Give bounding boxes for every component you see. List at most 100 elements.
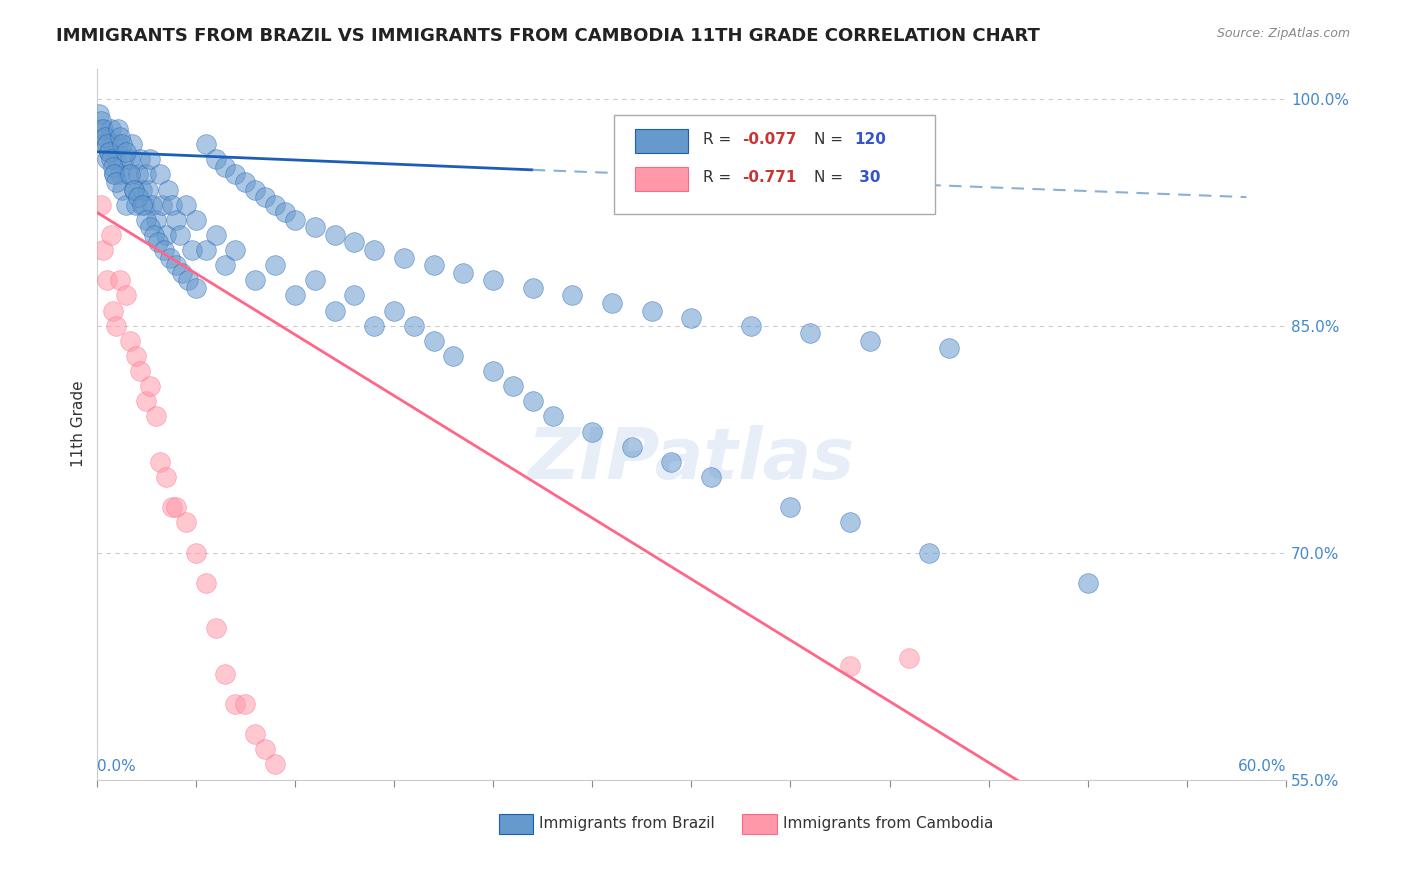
Point bbox=[1077, 575, 1099, 590]
Point bbox=[165, 500, 187, 515]
Point bbox=[214, 160, 236, 174]
Point bbox=[214, 666, 236, 681]
Point bbox=[135, 168, 157, 182]
Point bbox=[96, 273, 118, 287]
Point bbox=[323, 303, 346, 318]
Point bbox=[482, 273, 505, 287]
Point bbox=[105, 175, 128, 189]
Point bbox=[245, 273, 267, 287]
Point bbox=[149, 168, 172, 182]
Point bbox=[125, 349, 148, 363]
Point bbox=[323, 227, 346, 242]
Point bbox=[898, 651, 921, 665]
Point bbox=[149, 455, 172, 469]
Point bbox=[90, 114, 112, 128]
Point bbox=[402, 318, 425, 333]
Point bbox=[214, 258, 236, 272]
Point bbox=[145, 409, 167, 424]
Point bbox=[482, 364, 505, 378]
Point bbox=[120, 153, 142, 167]
Point bbox=[112, 153, 135, 167]
Point bbox=[422, 258, 444, 272]
Point bbox=[363, 318, 385, 333]
Point bbox=[134, 197, 156, 211]
Point bbox=[204, 227, 226, 242]
Point bbox=[90, 122, 112, 136]
Point bbox=[120, 334, 142, 348]
FancyBboxPatch shape bbox=[499, 814, 533, 834]
Point bbox=[343, 288, 366, 302]
Text: R =: R = bbox=[703, 169, 737, 185]
Point bbox=[363, 243, 385, 257]
FancyBboxPatch shape bbox=[742, 814, 778, 834]
Point bbox=[838, 659, 860, 673]
Point bbox=[184, 281, 207, 295]
Point bbox=[169, 227, 191, 242]
Text: 0.0%: 0.0% bbox=[97, 759, 135, 774]
Point bbox=[233, 175, 256, 189]
Point bbox=[620, 440, 643, 454]
Point bbox=[681, 311, 703, 326]
Point bbox=[139, 220, 162, 235]
Point bbox=[155, 470, 177, 484]
Point bbox=[838, 516, 860, 530]
Point bbox=[165, 258, 187, 272]
Point bbox=[101, 137, 124, 152]
Text: 60.0%: 60.0% bbox=[1237, 759, 1286, 774]
Text: R =: R = bbox=[703, 132, 737, 147]
Point bbox=[101, 160, 124, 174]
Point bbox=[91, 137, 114, 152]
Point bbox=[600, 296, 623, 310]
Point bbox=[274, 205, 297, 219]
Point bbox=[661, 455, 683, 469]
Point bbox=[180, 243, 202, 257]
Point bbox=[131, 197, 153, 211]
FancyBboxPatch shape bbox=[614, 115, 935, 214]
Point bbox=[96, 153, 118, 167]
Point bbox=[127, 190, 149, 204]
Point bbox=[103, 168, 125, 182]
Point bbox=[87, 107, 110, 121]
Point bbox=[135, 212, 157, 227]
Point bbox=[105, 318, 128, 333]
Point bbox=[110, 168, 132, 182]
Point bbox=[135, 394, 157, 409]
Point bbox=[124, 182, 146, 196]
Point bbox=[96, 137, 118, 152]
Point bbox=[101, 303, 124, 318]
Point bbox=[581, 425, 603, 439]
Point bbox=[120, 168, 142, 182]
Point bbox=[91, 122, 114, 136]
Point bbox=[103, 168, 125, 182]
Point bbox=[150, 197, 173, 211]
Point bbox=[125, 197, 148, 211]
Point bbox=[115, 145, 138, 159]
Point bbox=[264, 757, 287, 772]
Point bbox=[155, 227, 177, 242]
Point bbox=[224, 243, 246, 257]
Text: N =: N = bbox=[814, 169, 848, 185]
Point bbox=[938, 342, 960, 356]
Point bbox=[121, 137, 143, 152]
Point bbox=[174, 197, 197, 211]
Text: Immigrants from Cambodia: Immigrants from Cambodia bbox=[783, 816, 993, 831]
FancyBboxPatch shape bbox=[636, 167, 688, 191]
Point bbox=[91, 243, 114, 257]
Point bbox=[107, 137, 129, 152]
Point bbox=[174, 516, 197, 530]
Text: 30: 30 bbox=[855, 169, 880, 185]
Text: IMMIGRANTS FROM BRAZIL VS IMMIGRANTS FROM CAMBODIA 11TH GRADE CORRELATION CHART: IMMIGRANTS FROM BRAZIL VS IMMIGRANTS FRO… bbox=[56, 27, 1040, 45]
Point bbox=[779, 500, 801, 515]
Point bbox=[100, 227, 122, 242]
Text: ZIPatlas: ZIPatlas bbox=[527, 425, 855, 494]
Text: -0.771: -0.771 bbox=[742, 169, 797, 185]
Point bbox=[541, 409, 564, 424]
Point bbox=[700, 470, 723, 484]
Point bbox=[117, 168, 139, 182]
Point bbox=[184, 546, 207, 560]
Point bbox=[105, 153, 128, 167]
Point bbox=[145, 212, 167, 227]
Point bbox=[90, 197, 112, 211]
Point bbox=[245, 727, 267, 741]
Point bbox=[204, 153, 226, 167]
